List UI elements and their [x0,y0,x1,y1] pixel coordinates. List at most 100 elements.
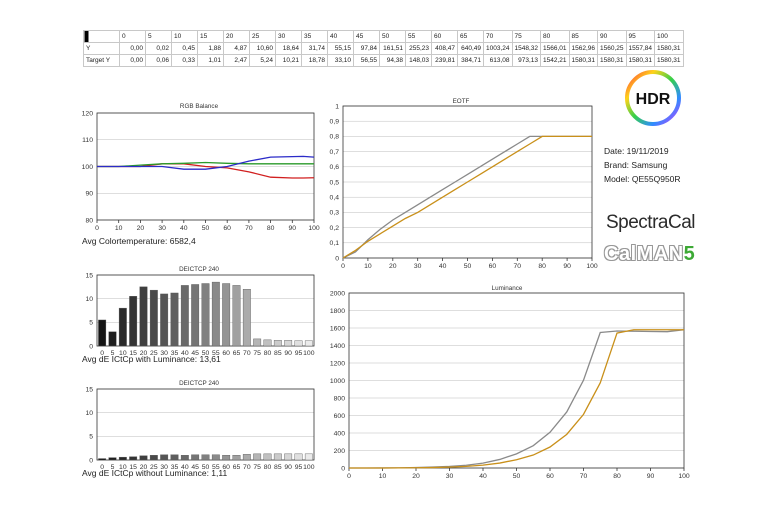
x-tick-label: 85 [274,464,282,471]
bar [222,455,231,461]
y-tick-label: 600 [334,413,346,420]
y-tick-label: 0 [335,255,339,262]
x-tick-label: 70 [243,464,251,471]
calman-logo: CalMAN5 [604,243,695,266]
x-tick-label: 85 [274,350,282,357]
table-cell: 97,84 [353,42,380,55]
y-tick-label: 15 [85,272,93,279]
table-header-cell: 95 [625,30,655,43]
bar [191,454,200,461]
bar [273,453,282,461]
x-tick-label: 80 [267,225,275,232]
x-tick-label: 10 [364,263,372,270]
table-cell: 1580,31 [568,54,598,67]
bar [129,456,138,461]
x-tick-label: 20 [412,473,420,480]
bar [191,284,200,347]
x-tick-label: 80 [264,464,272,471]
x-tick-label: 100 [678,473,690,480]
x-tick-label: 30 [446,473,454,480]
bar [180,285,189,347]
x-tick-label: 0 [100,350,104,357]
y-tick-label: 110 [82,137,93,144]
x-tick-label: 100 [303,464,315,471]
bar [222,283,231,347]
x-tick-label: 30 [160,464,168,471]
y-tick-label: 100 [82,164,94,171]
table-cell: 0,00 [119,42,146,55]
table-cell: 4,87 [223,42,250,55]
table-cell: 18,78 [301,54,328,67]
bar [98,458,107,461]
table-header-cell: 0 [119,30,146,43]
table-cell: 1548,32 [511,42,541,55]
table-cell: 148,03 [405,54,432,67]
ictcp-without-caption: Avg dE ICtCp without Luminance: 1,11 [82,468,228,478]
x-tick-label: 30 [158,225,166,232]
x-tick-label: 45 [191,464,199,471]
table-cell: 1542,21 [540,54,570,67]
table-header-row: 0 5 10 15 20 25 30 35 40 45 50 55 60 65 70 75 80 85 90 95 10… [83,30,684,43]
x-tick-label: 40 [180,225,188,232]
table-cell: 0,45 [171,42,198,55]
x-tick-label: 30 [414,263,422,270]
x-tick-label: 50 [464,263,472,270]
x-tick-label: 65 [233,464,241,471]
x-tick-label: 20 [137,225,145,232]
bar [294,340,303,347]
table-cell: 973,13 [511,54,541,67]
measurement-table: 0 5 10 15 20 25 30 35 40 45 50 55 60 65 70 75 80 85 90 95 10… [83,30,684,67]
bar [294,453,303,461]
table-row: Target Y 0,00 0,06 0,33 1,01 2,47 5,24 10,21 18… [83,54,684,67]
x-tick-label: 90 [647,473,655,480]
x-tick-label: 40 [439,263,447,270]
table-header-cell: 70 [483,30,513,43]
table-header-cell: 100 [654,30,684,43]
table-header-cell: 25 [249,30,276,43]
table-header-cell: 5 [145,30,172,43]
table-cell: 1557,84 [625,42,655,55]
table-row: Y 0,00 0,02 0,45 1,88 4,87 10,60 18,64 31,74 55,… [83,42,684,55]
table-cell: 0,00 [119,54,146,67]
table-cell: 384,71 [457,54,484,67]
y-tick-label: 0 [89,457,93,464]
x-tick-label: 90 [289,225,297,232]
hdr-logo-text: HDR [636,91,671,108]
series-line-1 [348,329,684,469]
bar [149,289,158,347]
y-tick-label: 5 [89,320,93,327]
x-tick-label: 70 [580,473,588,480]
x-tick-label: 100 [308,225,320,232]
x-tick-label: 100 [303,350,315,357]
table-cell: 1,88 [197,42,224,55]
table-cell: 1580,31 [654,42,684,55]
table-header-cell: 50 [379,30,406,43]
bar [180,455,189,461]
x-tick-label: 40 [181,464,189,471]
y-tick-label: 1400 [330,343,345,350]
x-tick-label: 90 [284,350,292,357]
y-tick-label: 120 [82,110,94,117]
table-cell: 1,01 [197,54,224,67]
y-tick-label: 0,6 [330,164,340,171]
x-tick-label: 25 [150,350,158,357]
y-tick-label: 800 [334,395,346,402]
row-label: Target Y [83,54,120,67]
x-tick-label: 50 [202,464,210,471]
x-tick-label: 35 [171,464,179,471]
chart-title: DEICTCP 240 [179,266,219,273]
spectracal-logo: SpectraCal [606,212,696,234]
x-tick-label: 70 [514,263,522,270]
x-tick-label: 90 [563,263,571,270]
bar [98,319,107,347]
chart-title: Luminance [492,285,523,292]
x-tick-label: 75 [253,350,261,357]
table-cell: 1560,25 [597,42,627,55]
table-cell: 161,51 [379,42,406,55]
bar [139,455,148,461]
bar [211,281,220,347]
x-tick-label: 60 [546,473,554,480]
x-tick-label: 15 [129,464,137,471]
x-tick-label: 20 [140,464,148,471]
bar [304,340,313,347]
